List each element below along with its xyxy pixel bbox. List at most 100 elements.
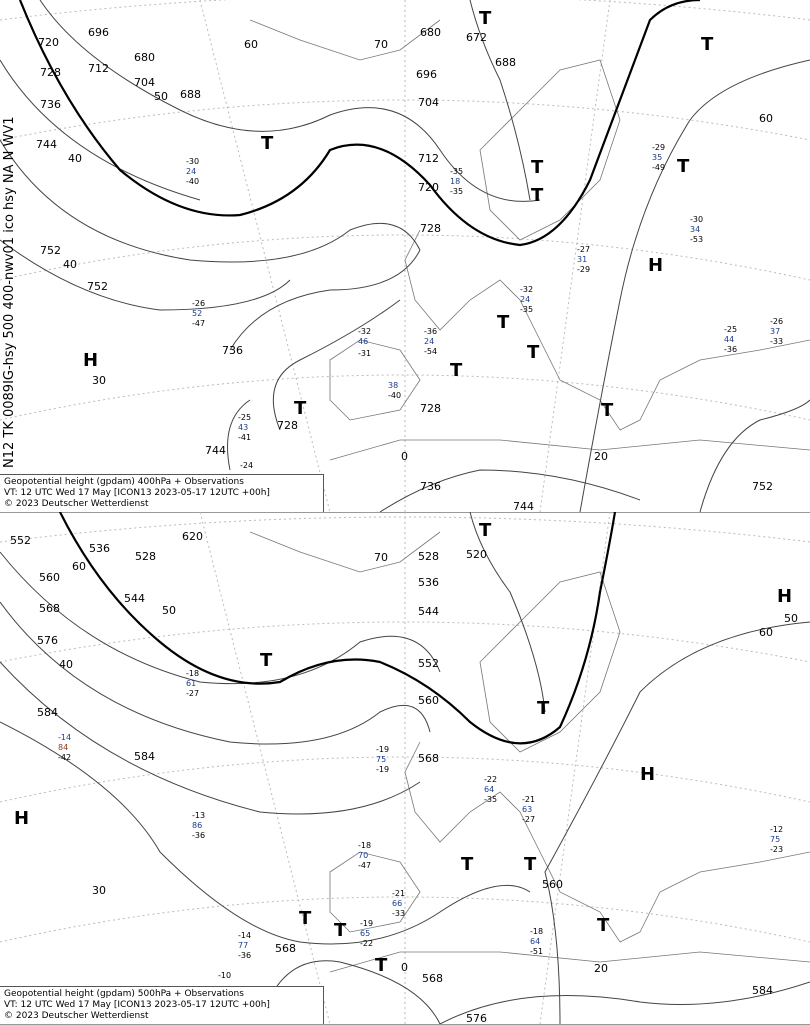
map-label: T — [531, 157, 544, 178]
map-caption: Geopotential height (gpdam) 400hPa + Obs… — [0, 474, 324, 512]
map-line — [699, 399, 810, 512]
map-label: -35 — [450, 187, 463, 196]
map-label: 576 — [466, 1012, 487, 1024]
map-label: -18 — [530, 927, 543, 936]
product-code-label: N12 TK 0089IG-hsy 500 400-nwv01 ico hsy … — [2, 116, 17, 468]
caption-title: Geopotential height (gpdam) 400hPa + Obs… — [4, 477, 244, 487]
map-line — [329, 851, 421, 933]
map-line — [199, 512, 331, 1024]
map-label: 728 — [277, 419, 298, 432]
map-label: -25 — [724, 325, 737, 334]
map-label: -13 — [192, 811, 205, 820]
map-label: 744 — [513, 500, 534, 512]
map-label: -25 — [238, 413, 251, 422]
caption-valid-time: VT: 12 UTC Wed 17 May [ICON13 2023-05-17… — [4, 488, 270, 498]
map-line — [199, 0, 331, 512]
map-line — [0, 601, 431, 745]
map-label: 560 — [418, 694, 439, 707]
map-line — [0, 99, 810, 141]
map-label: 65 — [360, 929, 370, 938]
map-line — [469, 512, 546, 713]
map-label: -40 — [388, 391, 401, 400]
map-label: 52 — [192, 309, 202, 318]
observations: -14 84 -42 -13 86 -36 -18 61 -27 -19 75 … — [58, 669, 783, 980]
map-label: 64 — [530, 937, 540, 946]
map-label: -47 — [358, 861, 371, 870]
map-label: 568 — [422, 972, 443, 985]
map-label: 744 — [36, 138, 57, 151]
map-label: 64 — [484, 785, 494, 794]
contour-labels: 720 696 680 712 688 704 728 736 744 752 … — [36, 26, 773, 512]
map-line — [0, 756, 810, 803]
map-label: 736 — [40, 98, 61, 111]
map-label: -12 — [770, 825, 783, 834]
map-label: T — [450, 360, 463, 381]
contour-labels: 552 536 528 620 544 560 568 576 584 584 … — [10, 530, 773, 1024]
map-label: 544 — [418, 605, 439, 618]
map-line — [39, 0, 541, 202]
map-label: 75 — [376, 755, 386, 764]
map-label: 70 — [374, 38, 388, 51]
map-label: 696 — [416, 68, 437, 81]
map-label: 704 — [418, 96, 439, 109]
map-label: T — [294, 398, 307, 419]
map-label: -26 — [192, 299, 205, 308]
map-label: 568 — [418, 752, 439, 765]
map-line — [579, 59, 810, 512]
map-label: 66 — [392, 899, 402, 908]
map-label: 86 — [192, 821, 202, 830]
map-label: 30 — [92, 884, 106, 897]
map-label: -14 — [58, 733, 71, 742]
map-label: 70 — [358, 851, 368, 860]
map-label: 24 — [520, 295, 530, 304]
map-label: 37 — [770, 327, 780, 336]
map-label: -22 — [360, 939, 373, 948]
map-label: 560 — [542, 878, 563, 891]
map-label: 752 — [87, 280, 108, 293]
map-label: 680 — [134, 51, 155, 64]
map-line — [0, 0, 810, 21]
map-label: 544 — [124, 592, 145, 605]
map-label: 712 — [418, 152, 439, 165]
map-label: 84 — [58, 743, 68, 752]
graticule — [0, 512, 810, 1024]
map-label: 40 — [68, 152, 82, 165]
map-label: T — [531, 185, 544, 206]
map-label: -36 — [724, 345, 737, 354]
map-label: T — [537, 698, 550, 719]
map-panel-500hpa: 552 536 528 620 544 560 568 576 584 584 … — [0, 512, 810, 1025]
map-label: -19 — [376, 765, 389, 774]
map-label: 40 — [59, 658, 73, 671]
map-label: -14 — [238, 931, 251, 940]
map-line — [0, 551, 441, 685]
map-label: -32 — [358, 327, 371, 336]
map-label: 24 — [424, 337, 434, 346]
map-label: T — [299, 908, 312, 929]
map-label: -29 — [577, 265, 590, 274]
map-label: -35 — [484, 795, 497, 804]
map-label: 568 — [275, 942, 296, 955]
map-label: -51 — [530, 947, 543, 956]
map-label: H — [83, 350, 98, 371]
map-label: 752 — [752, 480, 773, 493]
map-label: T — [601, 400, 614, 421]
map-label: -27 — [522, 815, 535, 824]
map-label: -31 — [358, 349, 371, 358]
map-label: 728 — [420, 402, 441, 415]
map-label: 552 — [10, 534, 31, 547]
map-label: -40 — [186, 177, 199, 186]
map-label: 75 — [770, 835, 780, 844]
map-line — [479, 571, 621, 753]
map-label: -27 — [577, 245, 590, 254]
map-label: -42 — [58, 753, 71, 762]
map-label: -21 — [522, 795, 535, 804]
map-label: -18 — [358, 841, 371, 850]
map-line — [0, 139, 421, 263]
pressure-centers: T H T H T H T T T T T T — [14, 520, 792, 976]
map-label: T — [701, 34, 714, 55]
map-400hpa: 720 696 680 712 688 704 728 736 744 752 … — [0, 0, 810, 512]
map-label: T — [479, 8, 492, 29]
map-label: -24 — [240, 461, 253, 470]
map-label: 528 — [418, 550, 439, 563]
map-label: -36 — [192, 831, 205, 840]
